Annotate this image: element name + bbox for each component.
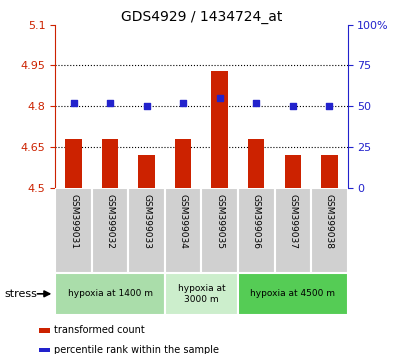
Text: GSM399035: GSM399035 (215, 194, 224, 249)
Bar (275, 188, 311, 273)
Text: GSM399031: GSM399031 (69, 194, 78, 249)
Bar (284, 155, 301, 188)
Bar (165, 188, 201, 273)
Text: hypoxia at 1400 m: hypoxia at 1400 m (68, 289, 152, 298)
Text: hypoxia at
3000 m: hypoxia at 3000 m (178, 284, 225, 303)
Text: stress: stress (4, 289, 37, 299)
Point (70, 100, 77, 106)
Point (290, 103, 296, 109)
Bar (165, 273, 238, 315)
Bar (211, 71, 228, 188)
Point (143, 103, 150, 109)
Title: GDS4929 / 1434724_at: GDS4929 / 1434724_at (121, 10, 282, 24)
Text: transformed count: transformed count (54, 325, 145, 335)
Bar (311, 188, 348, 273)
Point (216, 95, 223, 101)
Bar (55, 273, 165, 315)
Bar (102, 139, 118, 188)
Point (326, 103, 333, 109)
Bar (92, 188, 128, 273)
Bar (248, 139, 265, 188)
Text: hypoxia at 4500 m: hypoxia at 4500 m (250, 289, 335, 298)
Text: GSM399038: GSM399038 (325, 194, 334, 249)
Point (180, 100, 186, 106)
Bar (55, 188, 92, 273)
Bar (128, 188, 165, 273)
Text: GSM399037: GSM399037 (288, 194, 297, 249)
Bar (65, 139, 82, 188)
Bar (321, 155, 338, 188)
Bar (39, 348, 50, 352)
Bar (39, 329, 50, 333)
Point (253, 100, 260, 106)
Text: GSM399036: GSM399036 (252, 194, 261, 249)
Text: GSM399034: GSM399034 (179, 194, 188, 249)
Bar (238, 273, 348, 315)
Text: GSM399033: GSM399033 (142, 194, 151, 249)
Point (107, 100, 113, 106)
Text: percentile rank within the sample: percentile rank within the sample (54, 345, 219, 354)
Text: GSM399032: GSM399032 (105, 194, 115, 249)
Bar (138, 155, 155, 188)
Bar (201, 188, 238, 273)
Bar (175, 139, 192, 188)
Bar (238, 188, 275, 273)
